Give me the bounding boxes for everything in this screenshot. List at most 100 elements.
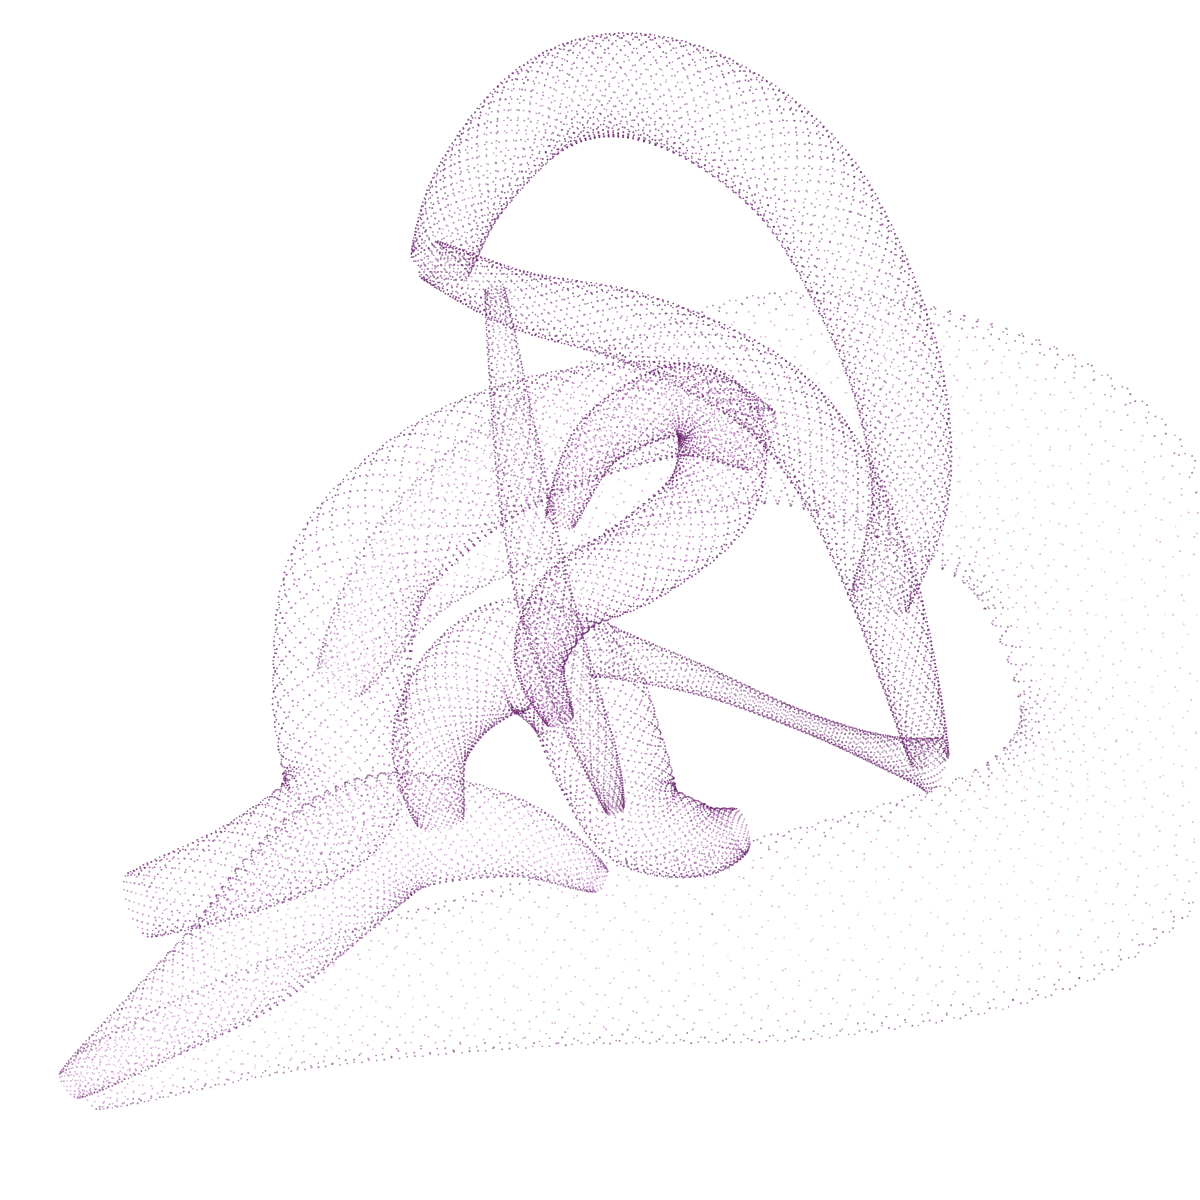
stipple-dot xyxy=(474,973,477,976)
stipple-dot xyxy=(623,519,626,522)
stipple-dot xyxy=(666,877,668,880)
stipple-dot xyxy=(633,348,636,351)
stipple-dot xyxy=(1032,567,1035,569)
stipple-dot xyxy=(1160,656,1162,659)
stipple-dot xyxy=(894,418,897,420)
stipple-dot xyxy=(118,1066,121,1069)
stipple-dot xyxy=(967,493,969,496)
stipple-dot xyxy=(203,1084,206,1087)
stipple-dot xyxy=(662,499,665,502)
stipple-dot xyxy=(852,514,855,517)
stipple-dot xyxy=(956,545,959,548)
stipple-dot xyxy=(643,334,646,336)
stipple-dot xyxy=(673,859,676,862)
stipple-dot xyxy=(194,1070,197,1073)
stipple-dot xyxy=(608,919,611,922)
stipple-dot xyxy=(489,456,491,459)
stipple-dot xyxy=(1118,932,1121,935)
stipple-dot xyxy=(917,851,920,854)
stipple-dot xyxy=(573,1037,575,1040)
stipple-dot xyxy=(1037,977,1040,981)
stipple-dot xyxy=(240,969,243,971)
stipple-dot xyxy=(163,933,166,936)
stipple-dot xyxy=(1146,613,1149,617)
stipple-dot xyxy=(254,1054,257,1058)
stipple-dot xyxy=(1022,705,1025,708)
stipple-dot xyxy=(949,836,952,839)
stipple-dot xyxy=(606,862,608,864)
stipple-dot xyxy=(830,460,832,463)
stipple-dot xyxy=(835,480,838,483)
stipple-dot xyxy=(1165,576,1167,578)
stipple-dot xyxy=(432,510,435,512)
stipple-dot xyxy=(1015,514,1017,517)
stipple-dot xyxy=(652,1019,654,1022)
stipple-dot xyxy=(1041,828,1044,831)
stipple-dot xyxy=(385,621,388,624)
stipple-dot xyxy=(456,442,459,445)
stipple-dot xyxy=(730,505,732,508)
stipple-dot xyxy=(1096,812,1099,814)
stipple-dot xyxy=(477,429,480,432)
stipple-dot xyxy=(740,1041,742,1044)
stipple-dot xyxy=(101,1036,103,1039)
stipple-dot xyxy=(501,974,504,976)
stipple-dot xyxy=(453,483,456,486)
stipple-dot xyxy=(538,1040,541,1043)
stipple-dot xyxy=(211,885,214,888)
stipple-dot xyxy=(342,936,345,938)
stipple-dot xyxy=(962,866,965,869)
stipple-dot xyxy=(865,975,868,978)
stipple-dot xyxy=(375,525,378,529)
stipple-dot xyxy=(274,1031,277,1034)
stipple-dot xyxy=(247,1071,250,1074)
stipple-dot xyxy=(926,932,929,935)
stipple-dot xyxy=(333,625,337,628)
stipple-dot xyxy=(161,1081,164,1083)
stipple-dot xyxy=(883,352,886,355)
stipple-dot xyxy=(588,1032,591,1035)
stipple-dot xyxy=(1015,626,1018,629)
stipple-dot xyxy=(183,857,186,860)
stipple-dot xyxy=(360,600,362,603)
stipple-dot xyxy=(240,816,243,818)
stipple-dot xyxy=(1075,687,1078,690)
stipple-dot xyxy=(788,314,791,317)
stipple-dot xyxy=(1011,444,1014,447)
stipple-dot xyxy=(1038,351,1041,354)
stipple-dot xyxy=(811,826,814,828)
stipple-dot xyxy=(330,616,333,619)
stipple-dot xyxy=(322,641,325,644)
stipple-dot xyxy=(290,1070,293,1072)
stipple-dot xyxy=(700,852,703,855)
stipple-dot xyxy=(158,856,161,858)
stipple-dot xyxy=(228,830,230,833)
stipple-dot xyxy=(653,907,656,910)
stipple-dot xyxy=(1061,358,1064,361)
stipple-dot xyxy=(479,511,481,514)
stipple-dot xyxy=(903,963,906,966)
stipple-dot xyxy=(459,1043,462,1045)
stipple-dot xyxy=(495,424,497,427)
stipple-dot xyxy=(646,884,648,887)
stipple-dot xyxy=(734,498,737,501)
stipple-dot xyxy=(344,671,346,674)
stipple-dot xyxy=(476,586,480,589)
stipple-dot xyxy=(120,1035,123,1038)
stipple-dot xyxy=(386,643,389,645)
stipple-dot xyxy=(419,490,421,492)
stipple-dot xyxy=(693,898,696,901)
stipple-dot xyxy=(825,482,828,485)
stipple-dot xyxy=(535,418,538,421)
stipple-dot xyxy=(782,482,785,485)
stipple-dot xyxy=(358,1054,361,1056)
stipple-dot xyxy=(984,607,986,609)
stipple-dot xyxy=(769,476,772,480)
stipple-dot xyxy=(962,314,965,317)
stipple-dot xyxy=(218,1083,220,1086)
stipple-dot xyxy=(727,929,730,932)
stipple-dot xyxy=(1055,988,1057,991)
stipple-dot xyxy=(135,892,137,894)
stipple-dot xyxy=(233,827,236,829)
stipple-dot xyxy=(304,1068,306,1071)
